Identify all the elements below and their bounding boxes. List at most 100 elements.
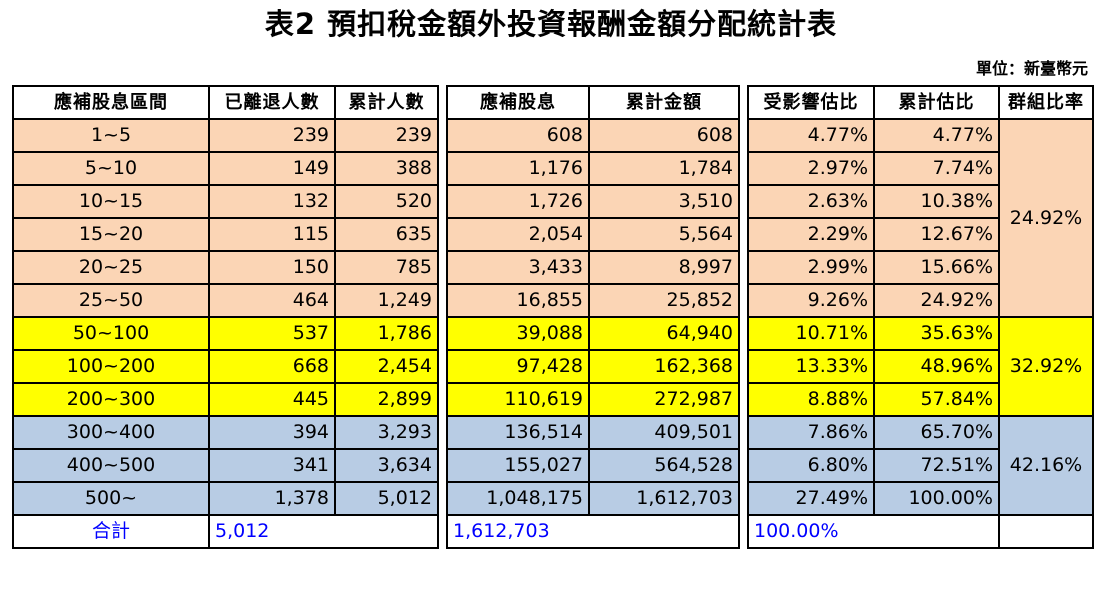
group-ratio-cell: 24.92% [998,118,1094,318]
range-cell: 5~10 [12,151,210,186]
column-gap [738,185,749,218]
column-gap [437,284,448,317]
table-row: 25~50 464 1,249 16,855 25,852 9.26% 24.9… [12,283,1093,318]
table-row: 1~5 239 239 608 608 4.77% 4.77% 24.92% [12,118,1094,318]
range-cell: 300~400 [12,415,210,450]
cum-pct-cell: 57.84% [873,382,1000,417]
pct-cell: 10.71% [747,316,875,351]
column-gap [437,482,448,515]
retired-cell: 445 [208,382,336,417]
dividend-cell: 97,428 [446,349,590,384]
cum-pct-cell: 12.67% [873,217,1000,252]
cum-amount-cell: 272,987 [588,382,740,417]
cum-amount-cell: 25,852 [588,283,740,318]
column-gap [738,284,749,317]
cum-pct-cell: 48.96% [873,349,1000,384]
dividend-cell: 110,619 [446,382,590,417]
cum-people-cell: 635 [334,217,439,252]
table-row: 300~400 394 3,293 136,514 409,501 7.86% … [12,415,1094,516]
total-retired: 5,012 [208,514,439,549]
cum-pct-cell: 4.77% [873,118,1000,153]
total-label: 合計 [12,514,210,549]
table-row: 500~ 1,378 5,012 1,048,175 1,612,703 27.… [12,481,1093,516]
cum-amount-cell: 64,940 [588,316,740,351]
pct-cell: 9.26% [747,283,875,318]
total-row: 合計 5,012 1,612,703 100.00% [12,514,1094,549]
column-gap [738,218,749,251]
column-gap [738,482,749,515]
column-gap [738,449,749,482]
range-cell: 400~500 [12,448,210,483]
pct-cell: 8.88% [747,382,875,417]
retired-cell: 1,378 [208,481,336,516]
pct-cell: 27.49% [747,481,875,516]
cum-amount-cell: 8,997 [588,250,740,285]
cum-people-cell: 520 [334,184,439,219]
pct-cell: 2.29% [747,217,875,252]
column-gap [437,515,448,548]
cum-amount-cell: 608 [588,118,740,153]
cum-pct-cell: 15.66% [873,250,1000,285]
column-gap [437,86,448,119]
column-gap [738,251,749,284]
retired-cell: 150 [208,250,336,285]
pct-cell: 2.97% [747,151,875,186]
column-gap [437,383,448,416]
dividend-cell: 608 [446,118,590,153]
cum-amount-cell: 162,368 [588,349,740,384]
pct-cell: 13.33% [747,349,875,384]
range-cell: 500~ [12,481,210,516]
cum-amount-cell: 5,564 [588,217,740,252]
range-cell: 50~100 [12,316,210,351]
range-cell: 10~15 [12,184,210,219]
header-cum-amount: 累計金額 [588,85,740,120]
cum-pct-cell: 100.00% [873,481,1000,516]
table-row: 400~500 341 3,634 155,027 564,528 6.80% … [12,448,1093,483]
cum-people-cell: 239 [334,118,439,153]
column-gap [738,350,749,383]
cum-amount-cell: 564,528 [588,448,740,483]
cum-pct-cell: 65.70% [873,415,1000,450]
cum-pct-cell: 10.38% [873,184,1000,219]
cum-amount-cell: 1,784 [588,151,740,186]
dividend-cell: 1,726 [446,184,590,219]
retired-cell: 464 [208,283,336,318]
cum-people-cell: 5,012 [334,481,439,516]
table-row: 100~200 668 2,454 97,428 162,368 13.33% … [12,349,1093,384]
table-row: 5~10 149 388 1,176 1,784 2.97% 7.74% [12,151,1093,186]
statistics-table: 應補股息區間 已離退人數 累計人數 應補股息 累計金額 受影響估比 累計估比 群… [12,85,1094,549]
column-gap [437,350,448,383]
dividend-cell: 2,054 [446,217,590,252]
pct-cell: 4.77% [747,118,875,153]
header-group-ratio: 群組比率 [998,85,1094,120]
column-gap [437,251,448,284]
header-cum-people: 累計人數 [334,85,439,120]
cum-pct-cell: 24.92% [873,283,1000,318]
dividend-cell: 16,855 [446,283,590,318]
column-gap [437,185,448,218]
range-cell: 200~300 [12,382,210,417]
total-pct: 100.00% [747,514,1000,549]
cum-pct-cell: 35.63% [873,316,1000,351]
retired-cell: 668 [208,349,336,384]
cum-people-cell: 388 [334,151,439,186]
table-row: 20~25 150 785 3,433 8,997 2.99% 15.66% [12,250,1093,285]
column-gap [437,317,448,350]
unit-label: 單位：新臺幣元 [975,59,1088,78]
dividend-cell: 155,027 [446,448,590,483]
retired-cell: 239 [208,118,336,153]
column-gap [437,152,448,185]
cum-people-cell: 3,634 [334,448,439,483]
range-cell: 25~50 [12,283,210,318]
column-gap [437,119,448,152]
range-cell: 20~25 [12,250,210,285]
retired-cell: 394 [208,415,336,450]
column-gap [738,152,749,185]
dividend-cell: 136,514 [446,415,590,450]
cum-people-cell: 1,786 [334,316,439,351]
pct-cell: 7.86% [747,415,875,450]
column-gap [437,449,448,482]
cum-people-cell: 2,899 [334,382,439,417]
pct-cell: 2.99% [747,250,875,285]
dividend-cell: 1,176 [446,151,590,186]
